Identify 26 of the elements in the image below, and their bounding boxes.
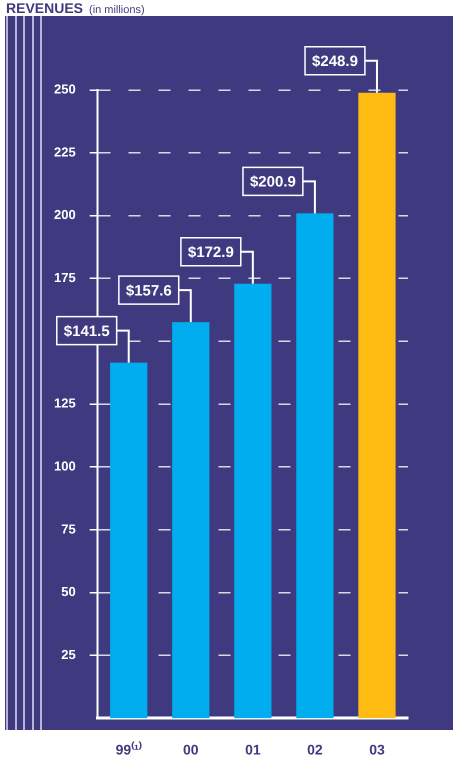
y-tick-label: 125 bbox=[54, 396, 76, 411]
chart-title: REVENUES bbox=[6, 0, 84, 16]
x-tick-label: 03 bbox=[369, 741, 385, 758]
x-tick-label: 01 bbox=[245, 741, 261, 758]
bar bbox=[296, 213, 334, 718]
data-label: $157.6 bbox=[126, 282, 172, 300]
y-tick-label: 75 bbox=[61, 521, 76, 536]
data-label: $141.5 bbox=[64, 322, 110, 340]
y-tick-label: 50 bbox=[61, 584, 76, 600]
chart-subtitle: (in millions) bbox=[89, 4, 145, 16]
y-tick-label: 225 bbox=[54, 144, 76, 160]
data-label: $172.9 bbox=[188, 244, 234, 261]
data-label: $248.9 bbox=[312, 52, 358, 70]
x-tick-label: 99⁽¹⁾ bbox=[116, 741, 142, 758]
y-tick-label: 25 bbox=[61, 646, 76, 662]
y-tick-label: 175 bbox=[54, 270, 76, 286]
bar bbox=[110, 362, 148, 718]
data-label: $200.9 bbox=[250, 174, 296, 191]
bar bbox=[172, 322, 210, 718]
x-tick-label: 00 bbox=[182, 741, 199, 758]
y-tick-label: 100 bbox=[54, 458, 76, 474]
y-tick-label: 250 bbox=[54, 82, 76, 97]
y-tick-label: 200 bbox=[54, 207, 76, 222]
bar bbox=[358, 92, 396, 718]
bar bbox=[234, 284, 272, 718]
x-tick-label: 02 bbox=[307, 741, 323, 758]
